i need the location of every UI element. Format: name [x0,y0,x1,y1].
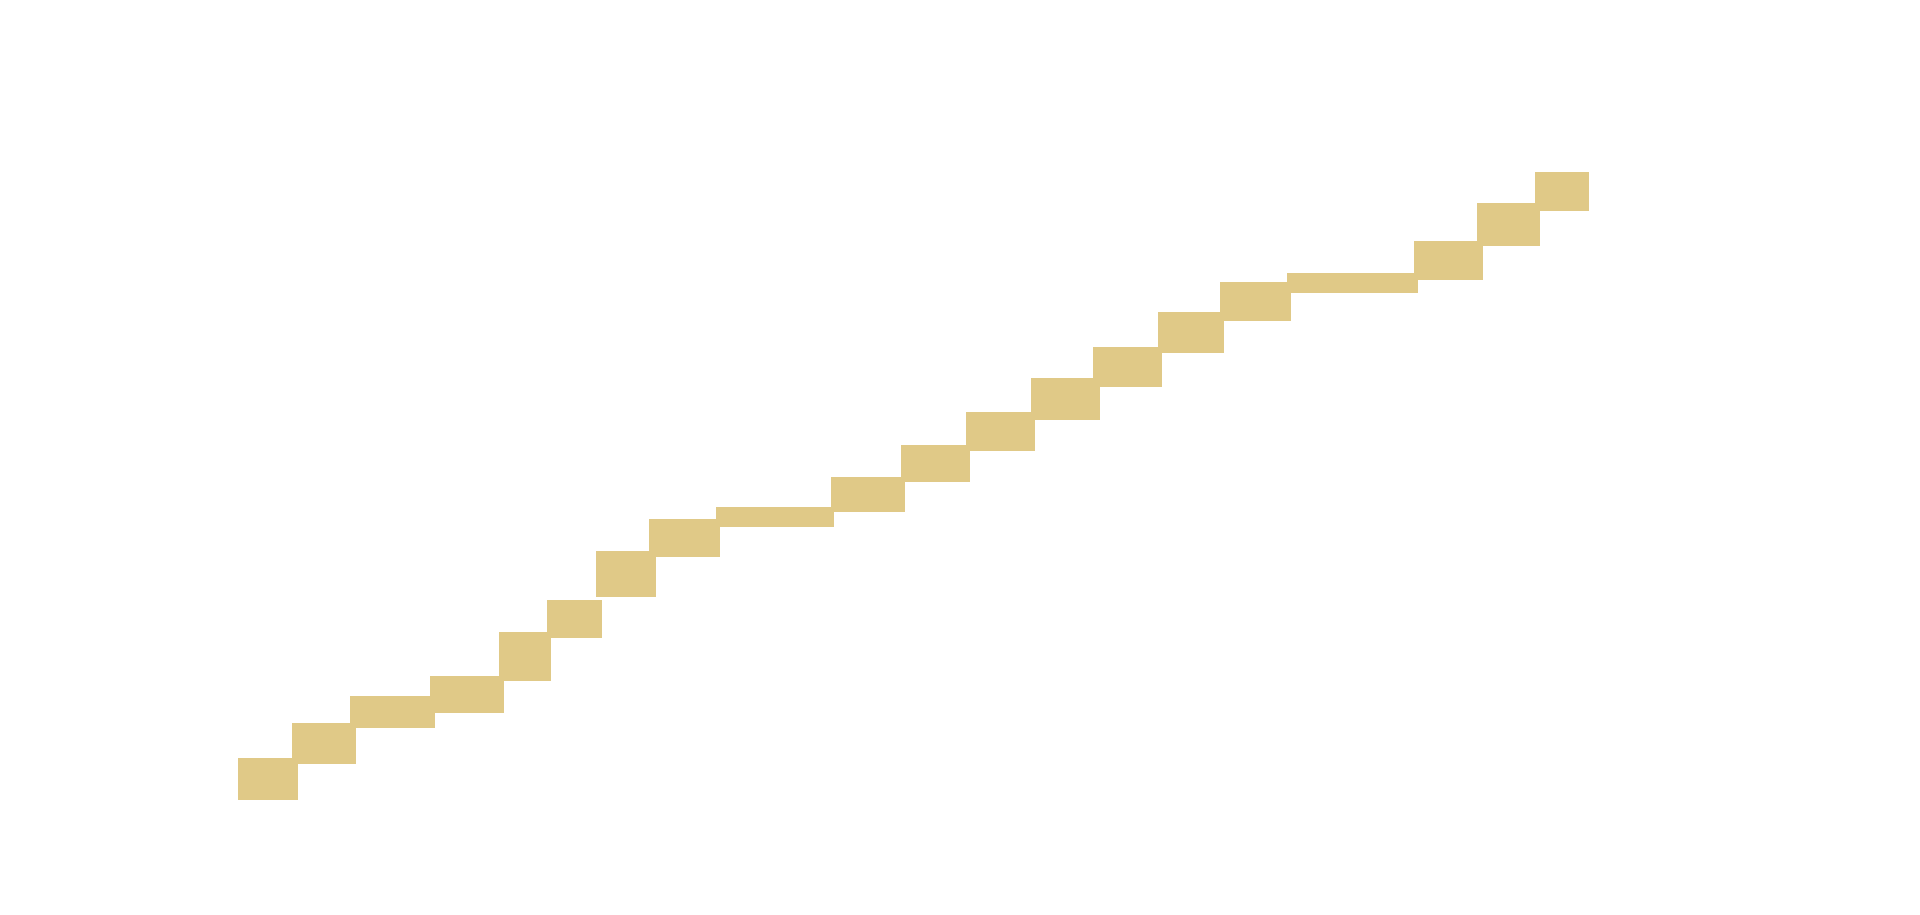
line-segment-block [499,632,551,681]
line-segment-block [649,519,720,557]
line-segment-block [1414,241,1483,280]
line-segment-block [430,676,504,713]
line-segment-block [966,412,1035,451]
line-segment-block [831,477,905,512]
line-segment-block [596,551,656,597]
line-segment-block [716,507,834,527]
line-segment-block [1477,203,1540,246]
line-segment-block [1031,378,1100,420]
line-segment-block [901,445,970,482]
line-segment-block [1093,347,1162,387]
line-segment-block [1287,273,1418,293]
line-segment-block [350,696,435,728]
line-segment-block [1158,312,1224,353]
line-segment-block [547,600,602,638]
line-segment-block [1220,282,1291,321]
line-segment-block [1535,172,1589,211]
line-segment-block [238,758,298,800]
line-segment-block [292,723,356,764]
